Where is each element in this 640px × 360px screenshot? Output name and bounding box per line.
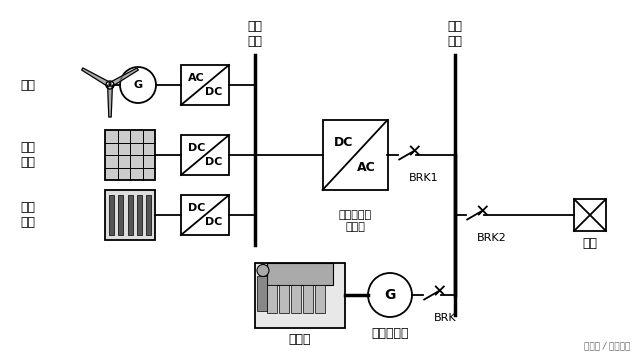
Bar: [303, 285, 313, 312]
Polygon shape: [109, 68, 138, 87]
Text: DC: DC: [188, 143, 205, 153]
Bar: [146, 195, 151, 235]
Text: DC: DC: [205, 157, 222, 167]
Polygon shape: [108, 85, 113, 117]
Bar: [257, 275, 267, 311]
Text: BRK2: BRK2: [477, 233, 507, 243]
Bar: [267, 285, 277, 312]
Bar: [181, 135, 229, 175]
Bar: [574, 199, 606, 231]
Bar: [267, 262, 333, 285]
Bar: [323, 120, 387, 190]
Bar: [315, 285, 325, 312]
Circle shape: [106, 81, 114, 89]
Text: 负载: 负载: [582, 237, 598, 250]
Text: BRK: BRK: [434, 313, 456, 323]
Text: AC: AC: [188, 73, 205, 83]
Bar: [181, 195, 229, 235]
Text: G: G: [384, 288, 396, 302]
Text: BRK1: BRK1: [409, 173, 438, 183]
Bar: [105, 130, 155, 180]
Bar: [109, 195, 114, 235]
Bar: [137, 195, 141, 235]
Text: G: G: [133, 80, 143, 90]
Text: 柴油机: 柴油机: [289, 333, 311, 346]
Bar: [127, 195, 132, 235]
Text: 新能源发电
逆变器: 新能源发电 逆变器: [339, 210, 372, 231]
Text: DC: DC: [333, 136, 353, 149]
Text: 电池
储能: 电池 储能: [20, 201, 35, 229]
Bar: [255, 262, 345, 328]
Text: DC: DC: [205, 87, 222, 97]
Bar: [181, 65, 229, 105]
Text: DC: DC: [205, 217, 222, 227]
Text: 三相发电机: 三相发电机: [371, 327, 409, 340]
Bar: [291, 285, 301, 312]
Bar: [279, 285, 289, 312]
Text: 风电: 风电: [20, 78, 35, 91]
Bar: [105, 190, 155, 240]
Text: 光伏
发电: 光伏 发电: [20, 141, 35, 169]
Circle shape: [257, 265, 269, 276]
Text: 头条号 / 电气技术: 头条号 / 电气技术: [584, 341, 630, 350]
Bar: [118, 195, 124, 235]
Text: 直流
母线: 直流 母线: [248, 20, 262, 48]
Text: AC: AC: [357, 161, 376, 174]
Polygon shape: [82, 68, 111, 87]
Text: DC: DC: [188, 203, 205, 213]
Text: 交流
母线: 交流 母线: [447, 20, 463, 48]
